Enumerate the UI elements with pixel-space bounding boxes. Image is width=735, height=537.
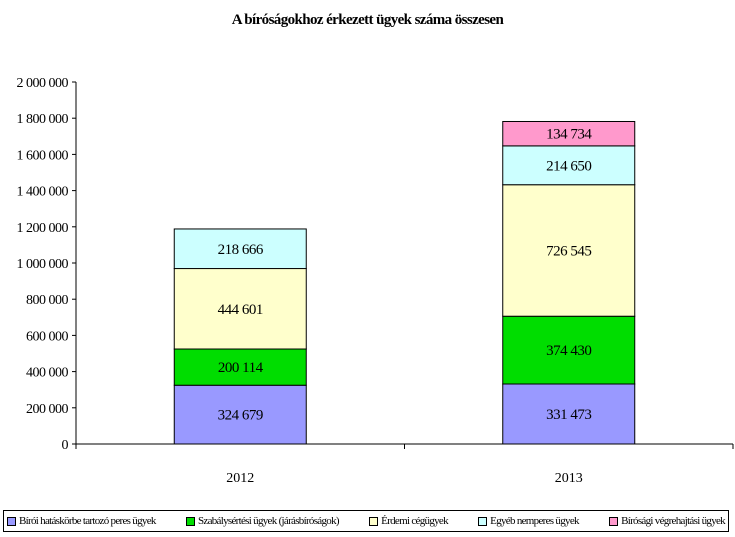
bar-segment bbox=[173, 384, 307, 445]
bar-segment bbox=[173, 228, 307, 270]
legend-item: Érdemi cégügyek bbox=[369, 515, 449, 527]
legend-swatch bbox=[609, 516, 619, 526]
bar-segment bbox=[502, 120, 636, 147]
bar-segment bbox=[502, 315, 636, 385]
data-label: 134 734 bbox=[546, 127, 592, 143]
y-tick-label: 1 000 000 bbox=[17, 257, 69, 272]
y-tick-label: 0 bbox=[62, 438, 69, 453]
bar-segment bbox=[173, 348, 307, 386]
data-label: 218 666 bbox=[218, 242, 264, 258]
y-tick-label: 1 400 000 bbox=[17, 185, 69, 200]
y-tick-label: 800 000 bbox=[26, 293, 69, 308]
y-tick-label: 1 200 000 bbox=[17, 221, 69, 236]
legend-item: Egyéb nemperes ügyek bbox=[478, 515, 580, 527]
y-tick-label: 2 000 000 bbox=[17, 76, 69, 91]
legend-swatch bbox=[185, 516, 195, 526]
y-tick-label: 200 000 bbox=[26, 402, 69, 417]
y-tick-label: 1 800 000 bbox=[17, 112, 69, 127]
legend-swatch bbox=[369, 516, 379, 526]
x-tick-label: 2013 bbox=[555, 471, 583, 486]
chart-legend: Bírói hatáskörbe tartozó peres ügyek Szab… bbox=[3, 510, 729, 532]
bar-segment bbox=[173, 268, 307, 350]
legend-label: Szabálysértési ügyek (járásbíróságok) bbox=[197, 515, 340, 527]
data-label: 726 545 bbox=[546, 243, 591, 259]
bar-segment bbox=[502, 184, 636, 317]
data-label: 214 650 bbox=[546, 158, 591, 174]
data-label: 331 473 bbox=[546, 407, 591, 423]
legend-label: Bírósági végrehajtási ügyek bbox=[621, 515, 726, 527]
legend-label: Bírói hatáskörbe tartozó peres ügyek bbox=[19, 515, 156, 527]
legend-item: Bírói hatáskörbe tartozó peres ügyek bbox=[7, 515, 156, 527]
legend-swatch bbox=[478, 516, 488, 526]
legend-item: Bírósági végrehajtási ügyek bbox=[609, 515, 726, 527]
bar-segment bbox=[502, 145, 636, 186]
x-tick-label: 2012 bbox=[226, 471, 254, 486]
y-tick-label: 1 600 000 bbox=[17, 148, 69, 163]
legend-label: Egyéb nemperes ügyek bbox=[490, 515, 579, 527]
data-label: 324 679 bbox=[218, 408, 263, 424]
legend-item: Szabálysértési ügyek (járásbíróságok) bbox=[185, 515, 340, 527]
y-tick-label: 400 000 bbox=[26, 366, 69, 381]
data-label: 374 430 bbox=[546, 343, 591, 359]
legend-swatch bbox=[7, 516, 16, 526]
chart-title: A bíróságokhoz érkezett ügyek száma össz… bbox=[231, 12, 504, 28]
data-label: 444 601 bbox=[218, 302, 263, 318]
y-tick-label: 600 000 bbox=[26, 329, 69, 344]
legend-label: Érdemi cégügyek bbox=[381, 515, 448, 527]
data-label: 200 114 bbox=[218, 360, 264, 376]
